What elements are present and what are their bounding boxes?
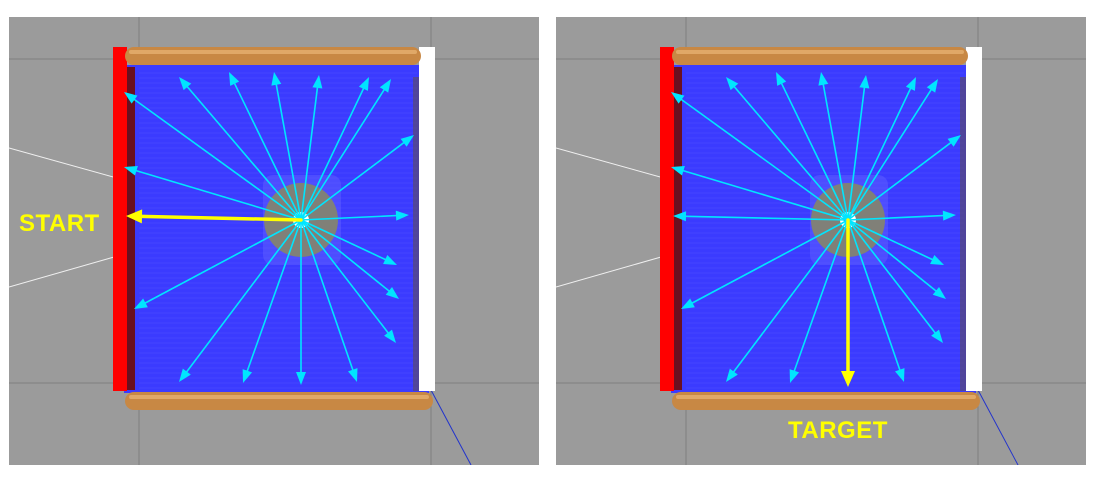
top-wood-wall <box>672 47 968 65</box>
arrow-icon <box>847 219 944 265</box>
arrow-icon <box>124 165 302 221</box>
highlight-arrow-icon <box>126 209 303 224</box>
arrow-icon <box>296 219 306 385</box>
arrow-icon <box>134 219 302 309</box>
start-label: START <box>19 210 100 237</box>
arrow-icon <box>300 77 369 221</box>
arrow-icon <box>847 77 916 221</box>
arrow-icon <box>179 77 302 221</box>
arrow-icon <box>847 219 943 343</box>
highlight-arrow-icon <box>841 218 855 387</box>
arrow-icon <box>726 219 849 382</box>
target-scene <box>556 17 1086 465</box>
arrow-icon <box>847 75 870 221</box>
arrow-icon <box>300 219 358 382</box>
white-wall <box>419 47 435 391</box>
top-wood-wall <box>125 47 421 65</box>
arrow-icon <box>300 79 391 221</box>
arrow-icon <box>300 219 397 265</box>
white-wall <box>966 47 982 391</box>
arrow-icon <box>300 210 409 221</box>
arrow-icon <box>847 219 946 299</box>
arrow-icon <box>671 165 849 221</box>
arrow-icon <box>847 79 938 221</box>
arrow-icon <box>179 219 302 382</box>
arrow-icon <box>124 92 302 221</box>
target-label: TARGET <box>788 417 888 444</box>
start-view-panel: START <box>9 17 539 465</box>
arrow-icon <box>847 219 905 382</box>
arrow-icon <box>300 219 399 299</box>
target-view-panel: TARGET <box>556 17 1086 465</box>
arrow-icon <box>300 219 396 343</box>
arrow-icon <box>726 77 849 221</box>
arrow-icon <box>673 211 849 222</box>
start-scene <box>9 17 539 465</box>
red-wall <box>113 47 127 391</box>
arrow-icon <box>300 135 414 221</box>
arrow-icon <box>242 219 302 383</box>
arrow-icon <box>847 135 961 221</box>
arrow-icon <box>776 72 849 221</box>
arrow-icon <box>271 72 302 221</box>
arrow-icon <box>681 219 849 309</box>
arrow-icon <box>847 210 956 221</box>
arrow-icon <box>300 75 323 221</box>
arrow-icon <box>229 72 302 221</box>
arrow-icon <box>789 219 849 383</box>
bottom-wood-wall <box>672 392 980 410</box>
arrow-icon <box>818 72 849 221</box>
bottom-wood-wall <box>125 392 433 410</box>
red-wall <box>660 47 674 391</box>
sensor-rays <box>124 72 414 385</box>
arrow-icon <box>671 92 849 221</box>
